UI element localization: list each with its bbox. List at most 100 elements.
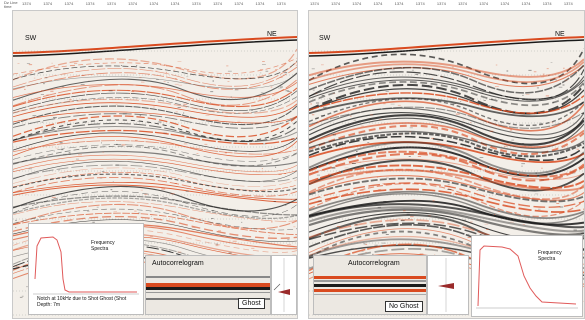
- seismic-noise: [154, 70, 158, 72]
- seismic-noise: [275, 166, 277, 168]
- seismic-noise: [248, 77, 251, 79]
- seismic-noise: [508, 157, 510, 159]
- seismic-noise: [46, 155, 48, 157]
- seismic-noise: [52, 126, 54, 127]
- seismic-noise: [261, 168, 263, 170]
- seismic-reflector: [13, 132, 297, 152]
- seismic-noise: [333, 134, 336, 136]
- seismic-noise: [552, 170, 556, 172]
- seismic-noise: [28, 218, 30, 220]
- seismic-noise: [278, 174, 282, 175]
- seismic-noise: [115, 104, 118, 106]
- trace-plot-left: [273, 258, 290, 312]
- seismic-noise: [270, 86, 273, 88]
- seismic-noise: [555, 187, 559, 189]
- seismic-reflector: [13, 48, 297, 81]
- seismic-noise: [359, 161, 362, 163]
- seismic-noise: [409, 127, 413, 129]
- seismic-reflector: [13, 173, 297, 193]
- seismic-noise: [489, 99, 493, 100]
- seismic-noise: [509, 129, 513, 131]
- seismic-reflector: [13, 212, 297, 236]
- seismic-noise: [262, 61, 265, 62]
- seismic-reflector: [309, 169, 584, 192]
- seismic-noise: [135, 139, 138, 141]
- seismic-noise: [490, 168, 493, 169]
- seismic-reflector: [13, 119, 297, 142]
- seismic-reflector: [309, 141, 584, 164]
- seismic-noise: [63, 153, 67, 155]
- seismic-noise: [224, 152, 227, 154]
- seismic-noise: [21, 295, 24, 297]
- seismic-noise: [113, 211, 117, 212]
- seismic-noise: [220, 106, 225, 107]
- seismic-noise: [268, 235, 270, 237]
- seismic-noise: [139, 77, 142, 78]
- seismic-noise: [280, 77, 283, 78]
- seismic-noise: [582, 132, 584, 134]
- tick-label: 1374: [276, 1, 286, 6]
- seismic-noise: [486, 229, 489, 230]
- tick-label: 1374: [85, 1, 95, 6]
- seismic-noise: [525, 94, 530, 95]
- seismic-noise: [365, 252, 367, 253]
- trace-inset-right: [427, 255, 469, 315]
- seismic-noise: [262, 143, 267, 145]
- seismic-noise: [360, 190, 364, 191]
- seismic-noise: [250, 109, 254, 111]
- seismic-noise: [382, 183, 385, 184]
- seismic-reflector: [309, 48, 584, 85]
- seismic-reflector: [13, 125, 297, 143]
- seismic-reflector: [309, 190, 584, 219]
- seismic-noise: [177, 61, 182, 62]
- seismic-noise: [352, 163, 356, 164]
- seismic-noise: [432, 200, 435, 202]
- seismic-noise: [484, 169, 486, 170]
- seismic-noise: [275, 119, 277, 120]
- seismic-noise: [480, 92, 484, 94]
- seismic-noise: [76, 158, 79, 160]
- seismic-reflector: [13, 160, 297, 182]
- seismic-noise: [447, 185, 451, 187]
- sw-label-right: SW: [319, 35, 331, 42]
- seismic-noise: [361, 251, 364, 252]
- seismic-noise: [210, 91, 214, 93]
- seismic-noise: [134, 210, 137, 212]
- seismic-noise: [51, 196, 56, 198]
- seismic-noise: [115, 164, 119, 166]
- seismic-noise: [332, 93, 336, 95]
- seismic-noise: [532, 218, 534, 220]
- seismic-noise: [168, 250, 171, 252]
- seismic-noise: [411, 69, 414, 71]
- seismic-reflector: [309, 114, 584, 146]
- seismic-reflector: [309, 64, 584, 94]
- ghost-label: Ghost: [238, 298, 265, 309]
- seismic-noise: [447, 147, 451, 149]
- seismic-noise: [131, 91, 135, 93]
- seismic-noise: [166, 65, 168, 67]
- seismic-noise: [173, 69, 176, 71]
- seismic-noise: [108, 90, 113, 92]
- seismic-reflector: [13, 144, 297, 162]
- seismic-noise: [129, 93, 131, 94]
- seismic-noise: [348, 172, 351, 174]
- seismic-noise: [385, 234, 389, 235]
- seismic-noise: [183, 143, 188, 145]
- seismic-noise: [140, 189, 143, 191]
- seismic-noise: [408, 218, 410, 219]
- seismic-noise: [427, 85, 430, 87]
- seismic-reflector: [13, 57, 297, 75]
- seismic-noise: [550, 121, 554, 123]
- seismic-noise: [161, 188, 166, 190]
- seismic-noise: [178, 84, 183, 86]
- seismic-noise: [452, 66, 454, 68]
- autocorrelogram-plot-left: [146, 276, 270, 300]
- tick-label: 1374: [213, 1, 222, 6]
- seismic-noise: [150, 235, 153, 237]
- autocorrelogram-inset-left: Autocorrelogram Ghost: [145, 255, 271, 315]
- tick-label: 1374: [542, 1, 552, 6]
- seismic-noise: [232, 143, 236, 144]
- tick-label: 1374: [191, 1, 201, 6]
- seismic-noise: [232, 240, 237, 242]
- seismic-noise: [381, 242, 386, 244]
